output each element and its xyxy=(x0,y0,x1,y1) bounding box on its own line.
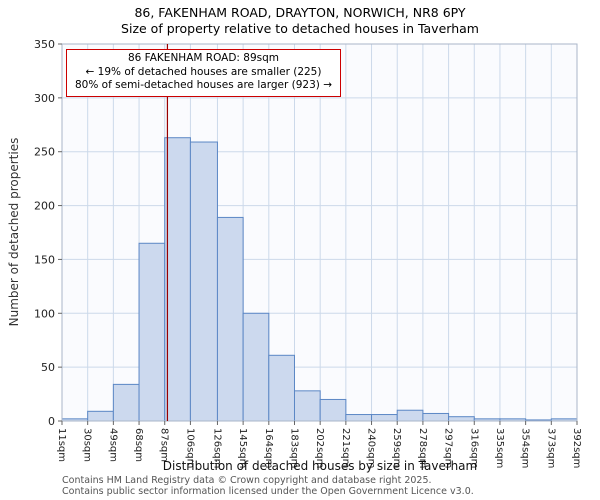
x-tick-label: 297sqm xyxy=(443,428,454,468)
bar xyxy=(216,216,244,422)
chart-subtitle: Size of property relative to detached ho… xyxy=(121,21,479,36)
y-tick-label: 100 xyxy=(34,307,55,320)
y-tick-label: 0 xyxy=(48,415,55,428)
x-tick-label: 240sqm xyxy=(366,428,377,468)
property-annotation-box: 86 FAKENHAM ROAD: 89sqm ← 19% of detache… xyxy=(66,49,341,97)
bar xyxy=(87,410,114,422)
y-axis-label: Number of detached properties xyxy=(7,137,21,327)
y-tick-label: 50 xyxy=(41,361,55,374)
x-tick-label: 221sqm xyxy=(340,428,351,468)
x-tick-label: 68sqm xyxy=(133,428,144,462)
x-tick-label: 202sqm xyxy=(314,428,325,468)
x-tick-label: 335sqm xyxy=(494,428,505,468)
bar xyxy=(164,137,191,422)
chart-title: 86, FAKENHAM ROAD, DRAYTON, NORWICH, NR8… xyxy=(134,5,466,20)
footer-licence: Contains public sector information licen… xyxy=(62,486,474,497)
annotation-line-1: 86 FAKENHAM ROAD: 89sqm xyxy=(127,52,280,64)
x-tick-label: 164sqm xyxy=(263,428,274,468)
x-tick-label: 373sqm xyxy=(545,428,556,468)
x-tick-label: 259sqm xyxy=(391,428,402,468)
x-tick-label: 106sqm xyxy=(184,428,195,468)
y-tick-label: 350 xyxy=(34,38,55,51)
x-tick-label: 126sqm xyxy=(211,428,222,468)
x-tick-label: 316sqm xyxy=(468,428,479,468)
plot-border xyxy=(61,43,578,422)
bar xyxy=(396,409,424,422)
x-tick-label: 49sqm xyxy=(107,428,118,462)
bar xyxy=(319,398,347,422)
bar xyxy=(422,412,450,422)
bar xyxy=(293,390,321,422)
bar xyxy=(189,141,218,422)
bar xyxy=(138,242,166,422)
x-tick-label: 145sqm xyxy=(237,428,248,468)
annotation-line-2: ← 19% of detached houses are smaller (22… xyxy=(85,65,322,78)
x-axis-label: Distribution of detached houses by size … xyxy=(162,459,478,473)
y-tick-label: 150 xyxy=(34,253,55,266)
y-tick-label: 200 xyxy=(34,200,55,213)
x-tick-label: 11sqm xyxy=(56,428,67,462)
bar xyxy=(345,414,373,422)
x-tick-label: 354sqm xyxy=(520,428,531,468)
bar xyxy=(371,414,398,422)
y-tick-label: 250 xyxy=(34,146,55,159)
annotation-line-3: 80% of semi-detached houses are larger (… xyxy=(75,79,332,92)
x-tick-label: 87sqm xyxy=(159,428,170,462)
x-tick-label: 30sqm xyxy=(82,428,93,462)
x-tick-label: 278sqm xyxy=(417,428,428,468)
bar xyxy=(242,312,270,422)
bar xyxy=(448,416,475,422)
bar xyxy=(112,383,140,422)
x-tick-label: 183sqm xyxy=(288,428,299,468)
footer-copyright: Contains HM Land Registry data © Crown c… xyxy=(62,475,432,486)
y-tick-label: 300 xyxy=(34,92,55,105)
x-tick-label: 392sqm xyxy=(571,428,582,468)
bar xyxy=(268,354,295,422)
